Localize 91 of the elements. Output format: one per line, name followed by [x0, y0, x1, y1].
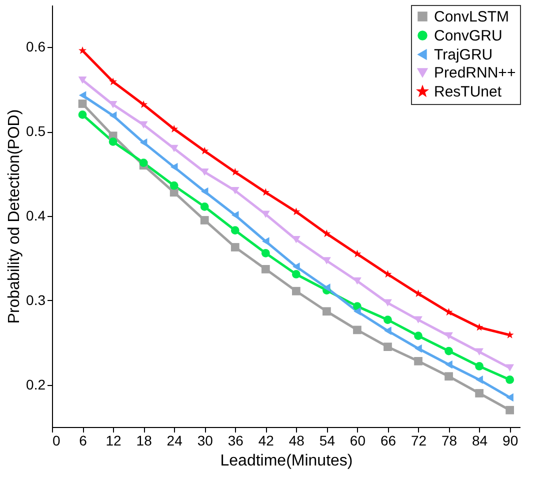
point — [109, 78, 118, 86]
x-tick-label: 24 — [166, 432, 183, 448]
point — [353, 326, 362, 334]
x-tick-label: 66 — [380, 432, 396, 448]
x-tick-label: 60 — [350, 432, 366, 448]
legend-label: ResTUnet — [434, 84, 502, 100]
x-tick-label: 72 — [410, 432, 427, 448]
y-tick-label: 0.2 — [26, 376, 46, 392]
x-tick-label: 48 — [288, 432, 305, 448]
x-tick-label: 18 — [136, 432, 152, 448]
point — [506, 376, 514, 384]
point — [200, 202, 209, 211]
point — [108, 138, 118, 146]
point — [292, 208, 300, 216]
point — [475, 348, 484, 356]
point — [200, 216, 209, 224]
point — [506, 393, 514, 402]
point — [414, 316, 422, 324]
point — [445, 360, 452, 369]
point — [384, 316, 392, 324]
point — [322, 307, 331, 316]
y-tick-label: 0.4 — [26, 208, 46, 224]
point — [475, 389, 484, 398]
point — [262, 188, 270, 196]
point — [414, 289, 422, 298]
x-tick-label: 6 — [79, 432, 88, 448]
legend-label: ConvGRU — [434, 28, 502, 44]
point — [230, 187, 240, 194]
point — [78, 110, 87, 119]
point — [353, 277, 362, 285]
point — [262, 237, 270, 246]
x-tick-label: 12 — [106, 432, 122, 448]
point — [353, 250, 362, 258]
point — [200, 146, 209, 154]
point — [384, 326, 392, 335]
point — [261, 264, 270, 274]
point — [444, 346, 453, 356]
point — [475, 362, 484, 370]
point — [414, 356, 422, 366]
x-tick-label: 0 — [52, 432, 60, 448]
x-axis-title: Leadtime(Minutes) — [220, 452, 353, 470]
point — [444, 332, 453, 340]
point — [322, 257, 331, 264]
y-tick-label: 0.3 — [26, 292, 46, 308]
point — [139, 158, 148, 168]
x-tick-label: 54 — [319, 432, 336, 448]
point — [170, 124, 178, 132]
point — [78, 100, 87, 108]
point — [170, 162, 178, 172]
x-tick-label: 30 — [197, 432, 214, 448]
y-axis-title: Probability od Detection(POD) — [6, 109, 24, 324]
point — [140, 138, 148, 147]
point — [476, 376, 483, 384]
point — [231, 168, 240, 176]
legend-label: PredRNN++ — [434, 64, 516, 82]
point — [444, 372, 453, 381]
legend-label: ConvLSTM — [434, 8, 510, 26]
point — [78, 76, 87, 84]
point — [292, 270, 300, 278]
point — [384, 299, 392, 307]
point — [322, 230, 331, 238]
point — [444, 308, 453, 316]
x-tick-label: 42 — [258, 432, 274, 448]
point — [230, 226, 240, 235]
point — [384, 342, 392, 352]
point — [230, 243, 240, 252]
point — [78, 91, 86, 100]
point — [139, 121, 148, 128]
point — [140, 100, 148, 108]
point — [292, 262, 300, 271]
x-tick-label: 36 — [228, 432, 244, 448]
y-tick-label: 0.5 — [26, 123, 46, 140]
point — [232, 210, 239, 220]
point — [170, 181, 178, 190]
y-tick-label: 0.6 — [26, 38, 46, 55]
point — [414, 344, 422, 353]
point — [354, 307, 361, 316]
point — [292, 286, 300, 296]
x-tick-label: 78 — [441, 432, 458, 448]
x-tick-label: 84 — [472, 432, 488, 448]
point — [506, 406, 514, 414]
legend-label: TrajGRU — [434, 46, 493, 64]
point — [109, 111, 117, 120]
x-tick-label: 90 — [502, 432, 518, 448]
point — [261, 248, 270, 258]
point — [414, 332, 422, 340]
point — [78, 46, 86, 54]
point — [384, 270, 392, 278]
point — [200, 187, 208, 196]
point — [323, 284, 330, 292]
point — [506, 364, 514, 372]
